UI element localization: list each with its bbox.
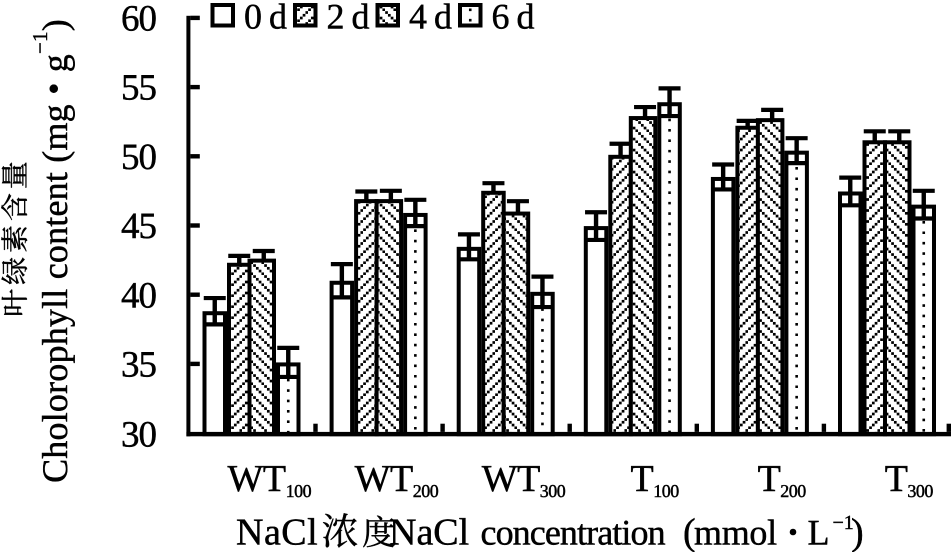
svg-text:NaCl: NaCl	[236, 512, 318, 553]
svg-text:−1: −1	[833, 512, 854, 534]
svg-text:(: (	[683, 512, 696, 553]
svg-text:30: 30	[121, 415, 157, 456]
svg-text:L: L	[808, 513, 830, 553]
svg-text:0 d: 0 d	[244, 0, 287, 37]
svg-text:35: 35	[121, 345, 157, 386]
svg-text:Cholorophyll content (mg • g−1: Cholorophyll content (mg • g−1)	[28, 19, 75, 483]
svg-text:mmol: mmol	[694, 513, 777, 553]
svg-text:concentration: concentration	[481, 513, 666, 553]
svg-text:): )	[851, 512, 864, 553]
svg-text:2 d: 2 d	[327, 0, 370, 37]
svg-text:40: 40	[121, 275, 157, 316]
svg-text:NaCl: NaCl	[389, 512, 469, 553]
svg-text:60: 60	[121, 0, 157, 40]
svg-text:6 d: 6 d	[492, 0, 535, 37]
svg-text:45: 45	[121, 206, 157, 247]
svg-text:50: 50	[121, 137, 157, 178]
svg-text:55: 55	[121, 68, 157, 109]
svg-text:4 d: 4 d	[409, 0, 452, 37]
